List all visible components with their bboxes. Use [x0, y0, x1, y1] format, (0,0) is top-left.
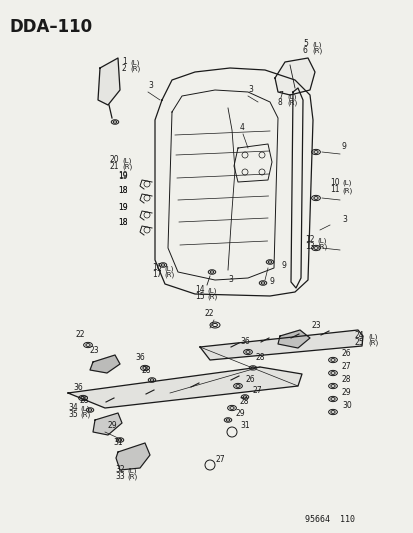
Text: 3: 3: [147, 81, 152, 90]
Text: 6: 6: [302, 46, 307, 55]
Text: 28: 28: [240, 397, 249, 406]
Text: 18: 18: [118, 218, 127, 227]
Text: 19: 19: [118, 203, 127, 212]
Text: 28: 28: [341, 375, 351, 384]
Text: 36: 36: [73, 383, 83, 392]
Text: 8: 8: [277, 98, 282, 107]
Text: 19: 19: [118, 172, 127, 181]
Text: 3: 3: [228, 275, 232, 284]
Text: 27: 27: [252, 386, 262, 395]
Text: (L): (L): [127, 467, 136, 473]
Text: (R): (R): [127, 474, 137, 481]
Text: 35: 35: [68, 410, 78, 419]
Text: (L): (L): [80, 405, 89, 411]
Text: 2: 2: [122, 64, 126, 73]
Text: 7: 7: [277, 91, 282, 100]
Text: 15: 15: [195, 292, 204, 301]
Text: 33: 33: [115, 472, 124, 481]
Text: 24: 24: [354, 331, 364, 340]
Text: 36: 36: [240, 337, 249, 346]
Text: 26: 26: [341, 349, 351, 358]
Text: 19: 19: [118, 171, 127, 180]
Text: (R): (R): [206, 294, 217, 301]
Text: 19: 19: [118, 203, 127, 212]
Polygon shape: [274, 58, 314, 95]
Text: 28: 28: [255, 353, 265, 362]
Text: 32: 32: [115, 465, 124, 474]
Polygon shape: [68, 367, 301, 408]
Text: (R): (R): [122, 164, 132, 171]
Text: 29: 29: [235, 409, 245, 418]
Text: 10: 10: [329, 178, 339, 187]
Text: 14: 14: [195, 285, 204, 294]
Polygon shape: [90, 355, 120, 373]
Text: 36: 36: [135, 353, 145, 362]
Text: (L): (L): [311, 41, 320, 47]
Text: 17: 17: [152, 270, 161, 279]
Text: (R): (R): [367, 340, 377, 346]
Text: 9: 9: [269, 277, 274, 286]
Polygon shape: [116, 443, 150, 470]
Text: 28: 28: [80, 396, 89, 405]
Text: (R): (R): [286, 100, 297, 107]
Text: 4: 4: [240, 123, 244, 132]
Polygon shape: [98, 58, 120, 105]
Polygon shape: [93, 413, 122, 435]
Text: 22: 22: [76, 330, 85, 339]
Text: 13: 13: [304, 242, 314, 251]
Text: (R): (R): [80, 412, 90, 418]
Text: DDA–110: DDA–110: [10, 18, 93, 36]
Text: 3: 3: [341, 215, 346, 224]
Polygon shape: [199, 330, 362, 360]
Text: 25: 25: [354, 338, 364, 347]
Text: 1: 1: [122, 57, 126, 66]
Text: 95664  110: 95664 110: [304, 515, 354, 524]
Text: (L): (L): [367, 333, 377, 340]
Text: (R): (R): [341, 187, 351, 193]
Text: 27: 27: [341, 362, 351, 371]
Text: (R): (R): [311, 48, 321, 54]
Text: 28: 28: [142, 366, 151, 375]
Text: 11: 11: [329, 185, 339, 194]
Text: (R): (R): [316, 244, 326, 251]
Text: 23: 23: [90, 346, 100, 355]
Text: (L): (L): [130, 59, 139, 66]
Text: 9: 9: [341, 142, 346, 151]
Text: 22: 22: [204, 309, 214, 318]
Text: 9: 9: [281, 261, 286, 270]
Text: 26: 26: [245, 375, 255, 384]
Text: 29: 29: [341, 388, 351, 397]
Text: 34: 34: [68, 403, 78, 412]
Text: 16: 16: [152, 263, 161, 272]
Polygon shape: [277, 330, 309, 348]
Text: 31: 31: [113, 438, 122, 447]
Text: 30: 30: [341, 401, 351, 410]
Text: 31: 31: [240, 421, 249, 430]
Text: 5: 5: [302, 39, 307, 48]
Text: 20: 20: [110, 155, 119, 164]
Text: (L): (L): [206, 287, 216, 294]
Text: 18: 18: [118, 186, 127, 195]
Text: (L): (L): [316, 237, 325, 244]
Text: 29: 29: [108, 421, 117, 430]
Text: (L): (L): [122, 157, 131, 164]
Text: 12: 12: [304, 235, 314, 244]
Text: 3: 3: [247, 85, 252, 94]
Text: (L): (L): [164, 265, 173, 271]
Text: (R): (R): [164, 272, 174, 279]
Text: 23: 23: [311, 321, 321, 330]
Text: 21: 21: [110, 162, 119, 171]
Text: 27: 27: [216, 455, 225, 464]
Text: (L): (L): [341, 180, 351, 187]
Text: (R): (R): [130, 66, 140, 72]
Text: 18: 18: [118, 186, 127, 195]
Text: (L): (L): [286, 93, 296, 100]
Text: 18: 18: [118, 218, 127, 227]
